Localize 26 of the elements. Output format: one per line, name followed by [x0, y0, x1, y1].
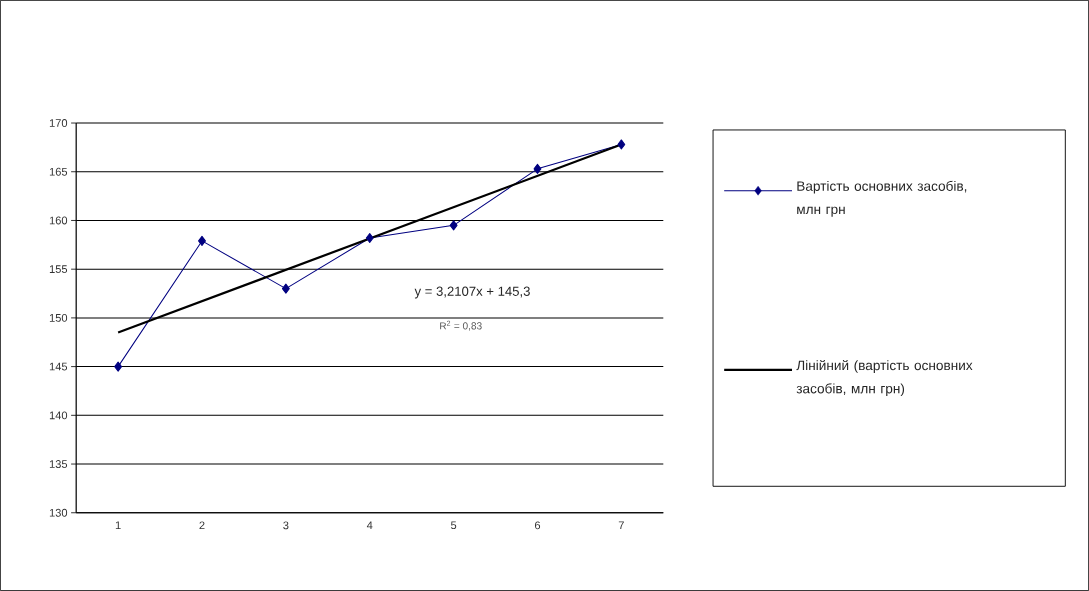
x-tick-label: 4: [366, 521, 373, 530]
x-tick-label: 3: [283, 521, 289, 530]
point: [617, 139, 626, 150]
point: [449, 220, 458, 231]
annotation: R$^{2}$ = 0,83: [440, 320, 482, 331]
legend-label: Вартість основних засобів, млн грн: [797, 180, 967, 217]
x-tick-label: 1: [115, 521, 121, 530]
annotation: y = 3,2107x + 145,3: [414, 286, 530, 299]
y-tick-label: 145: [49, 362, 68, 371]
y-tick-label: 140: [49, 411, 68, 420]
y-tick-label: 165: [49, 167, 68, 176]
x-tick-label: 2: [199, 521, 205, 530]
point: [281, 283, 290, 294]
x-tick-label: 7: [618, 521, 624, 530]
point: [533, 163, 542, 174]
y-tick-label: 130: [49, 508, 68, 517]
y-tick-label: 135: [49, 460, 68, 468]
y-tick-label: 150: [49, 313, 68, 322]
point: [114, 361, 123, 372]
x-tick-label: 5: [450, 521, 457, 530]
y-tick-label: 170: [49, 119, 68, 127]
y-tick-label: 160: [49, 216, 68, 225]
legend-label: Лінійний (вартість основних засобів, млн грн): [796, 359, 973, 397]
x-tick-label: 6: [534, 521, 541, 530]
y-tick-label: 155: [49, 265, 68, 274]
point: [365, 232, 374, 244]
